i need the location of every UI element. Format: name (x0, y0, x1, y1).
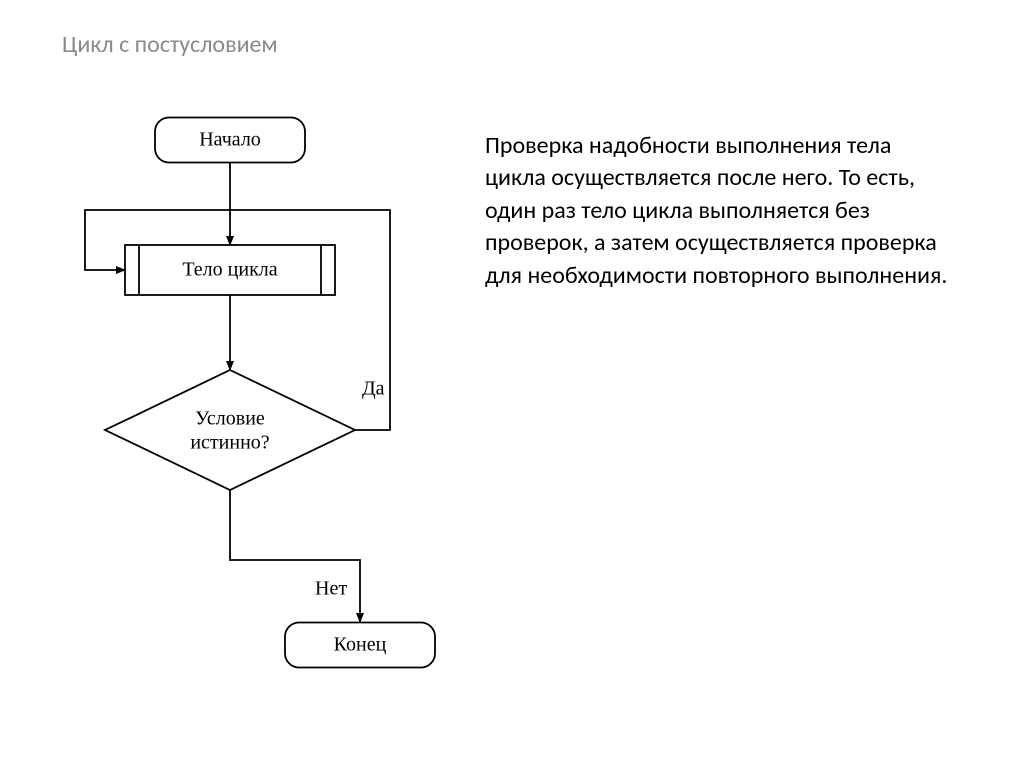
flowchart-svg: Да Нет Начало Тело цикла Условиеистинно? Кон… (60, 100, 480, 700)
page-title: Цикл с постусловием (62, 30, 278, 59)
svg-text:Условие: Условие (195, 408, 265, 430)
edge (230, 490, 360, 622)
edge-label: Нет (315, 578, 347, 600)
description-text: Проверка надобности выполнения тела цикл… (485, 130, 955, 292)
nodes-group: Начало Тело цикла Условиеистинно? Конец (105, 118, 435, 668)
node-decision (105, 370, 355, 490)
svg-text:Начало: Начало (199, 129, 261, 151)
svg-text:Конец: Конец (334, 634, 387, 656)
svg-text:Тело цикла: Тело цикла (182, 259, 277, 281)
svg-text:истинно?: истинно? (190, 432, 269, 454)
edge-label: Да (362, 378, 385, 400)
flowchart-container: Да Нет Начало Тело цикла Условиеистинно? Кон… (60, 100, 480, 700)
